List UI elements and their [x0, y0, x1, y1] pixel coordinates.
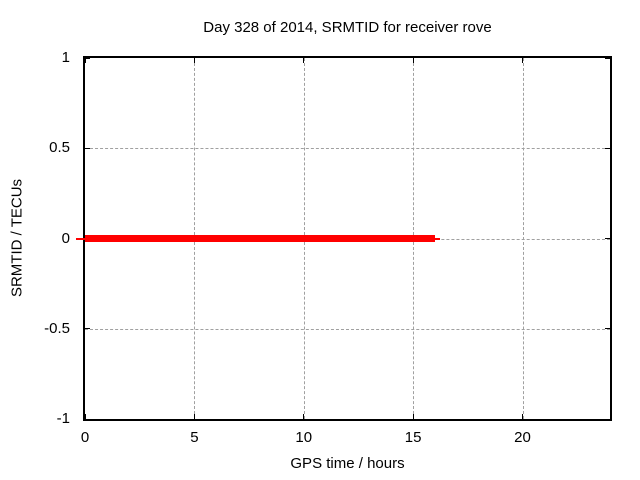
x-tick-mark-bottom	[303, 414, 305, 419]
x-tick-label: 5	[190, 429, 199, 446]
x-tick-mark-top	[412, 58, 414, 63]
y-tick-label: 0	[61, 229, 70, 247]
y-tick-mark-right	[605, 238, 610, 239]
x-tick-label: 10	[295, 429, 313, 446]
y-tick-mark-right	[605, 57, 610, 59]
grid-line-horizontal	[85, 328, 610, 330]
y-tick-label: 0.5	[49, 139, 70, 157]
y-tick-label: 1	[61, 49, 70, 66]
x-tick-mark-bottom	[412, 414, 414, 419]
x-tick-label: 0	[80, 429, 90, 446]
chart-title: Day 328 of 2014, SRMTID for receiver rov…	[203, 19, 492, 36]
x-tick-mark-bottom	[84, 414, 86, 419]
x-tick-mark-bottom	[522, 414, 523, 419]
plot-area: 0 5 10 15 20 1 0.5 0 -0.5 -1	[44, 49, 612, 446]
x-tick-mark-top	[522, 58, 523, 63]
series-line	[85, 235, 435, 242]
y-tick-mark-left	[85, 418, 90, 420]
x-tick-mark-top	[303, 58, 305, 63]
x-tick-mark-bottom	[193, 414, 195, 419]
grid-line-horizontal	[85, 148, 610, 150]
x-tick-label: 20	[514, 429, 531, 446]
y-tick-mark-left	[85, 328, 90, 330]
x-tick-mark-top	[84, 58, 86, 63]
x-tick-mark-top	[193, 58, 195, 63]
y-tick-mark-right	[605, 418, 610, 420]
y-tick-label: -0.5	[44, 319, 70, 337]
y-tick-mark-left	[85, 147, 90, 149]
y-tick-label: -1	[56, 410, 70, 427]
y-tick-mark-right	[605, 328, 610, 330]
y-tick-mark-right	[605, 147, 610, 149]
x-axis-label: GPS time / hours	[290, 455, 405, 472]
y-axis-label: SRMTID / TECUs	[8, 178, 26, 298]
x-tick-label: 15	[404, 429, 422, 446]
y-tick-mark-left	[85, 57, 90, 59]
